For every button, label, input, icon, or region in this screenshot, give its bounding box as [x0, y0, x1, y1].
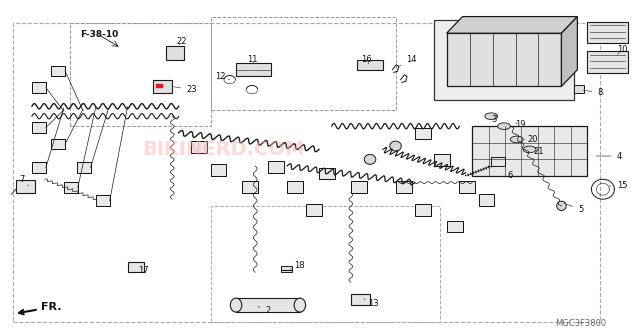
Polygon shape — [32, 162, 46, 173]
Bar — [236, 63, 271, 76]
Polygon shape — [51, 66, 65, 76]
Ellipse shape — [390, 141, 401, 151]
Polygon shape — [64, 182, 78, 193]
Bar — [281, 266, 292, 272]
Polygon shape — [415, 128, 431, 139]
Text: 8: 8 — [583, 88, 602, 98]
Ellipse shape — [556, 201, 567, 210]
Text: 18: 18 — [291, 261, 305, 270]
Polygon shape — [211, 164, 226, 176]
Text: 6: 6 — [504, 166, 513, 181]
Polygon shape — [434, 154, 450, 166]
Polygon shape — [415, 204, 431, 216]
Text: F-38-10: F-38-10 — [80, 30, 118, 40]
Polygon shape — [306, 204, 322, 216]
Text: 21: 21 — [534, 146, 544, 156]
Bar — [236, 298, 300, 312]
Polygon shape — [447, 17, 577, 33]
Bar — [156, 84, 163, 88]
Text: 3: 3 — [492, 115, 497, 124]
Text: 11: 11 — [247, 55, 257, 64]
Polygon shape — [32, 82, 46, 93]
Polygon shape — [478, 194, 494, 206]
Bar — [587, 51, 628, 73]
Text: 19: 19 — [515, 120, 525, 129]
Text: 16: 16 — [362, 55, 372, 64]
Polygon shape — [561, 17, 577, 86]
Text: 17: 17 — [138, 266, 149, 275]
Circle shape — [498, 123, 510, 129]
Polygon shape — [396, 181, 412, 193]
Bar — [491, 157, 505, 166]
Polygon shape — [268, 161, 284, 173]
Text: 4: 4 — [596, 151, 621, 161]
Text: 14: 14 — [399, 55, 417, 66]
Bar — [574, 85, 584, 93]
Bar — [587, 22, 628, 43]
Polygon shape — [351, 181, 367, 193]
Bar — [128, 262, 144, 272]
Text: 23: 23 — [174, 85, 197, 94]
Polygon shape — [77, 162, 91, 173]
Polygon shape — [447, 221, 463, 232]
Text: 15: 15 — [609, 181, 627, 191]
Text: FR.: FR. — [19, 302, 62, 314]
Polygon shape — [459, 181, 475, 193]
Ellipse shape — [230, 298, 242, 312]
Polygon shape — [287, 181, 303, 193]
Bar — [351, 294, 370, 305]
Bar — [16, 180, 35, 193]
Text: 22: 22 — [177, 37, 187, 46]
Text: 20: 20 — [524, 135, 538, 144]
Circle shape — [485, 113, 498, 120]
Bar — [472, 126, 587, 176]
Bar — [70, 23, 211, 126]
Polygon shape — [96, 195, 110, 206]
Polygon shape — [51, 139, 65, 149]
Ellipse shape — [364, 154, 376, 164]
Bar — [166, 46, 184, 60]
Text: 13: 13 — [364, 299, 378, 308]
Bar — [211, 206, 440, 322]
Text: 5: 5 — [564, 204, 583, 214]
Circle shape — [523, 146, 536, 153]
Text: 10: 10 — [617, 45, 627, 54]
Text: 2: 2 — [258, 306, 271, 315]
Text: MGC3F3800: MGC3F3800 — [555, 319, 606, 328]
Polygon shape — [242, 181, 258, 193]
Text: BIKINERD.COM: BIKINERD.COM — [142, 140, 304, 159]
Bar — [357, 60, 383, 70]
Polygon shape — [319, 168, 335, 179]
Bar — [447, 33, 561, 86]
Text: 7: 7 — [20, 175, 29, 186]
Ellipse shape — [294, 298, 306, 312]
Polygon shape — [191, 141, 207, 153]
Bar — [211, 17, 396, 110]
Bar — [153, 80, 172, 93]
Polygon shape — [32, 122, 46, 133]
Text: 12: 12 — [215, 72, 230, 81]
Circle shape — [510, 136, 523, 143]
Bar — [434, 20, 574, 100]
